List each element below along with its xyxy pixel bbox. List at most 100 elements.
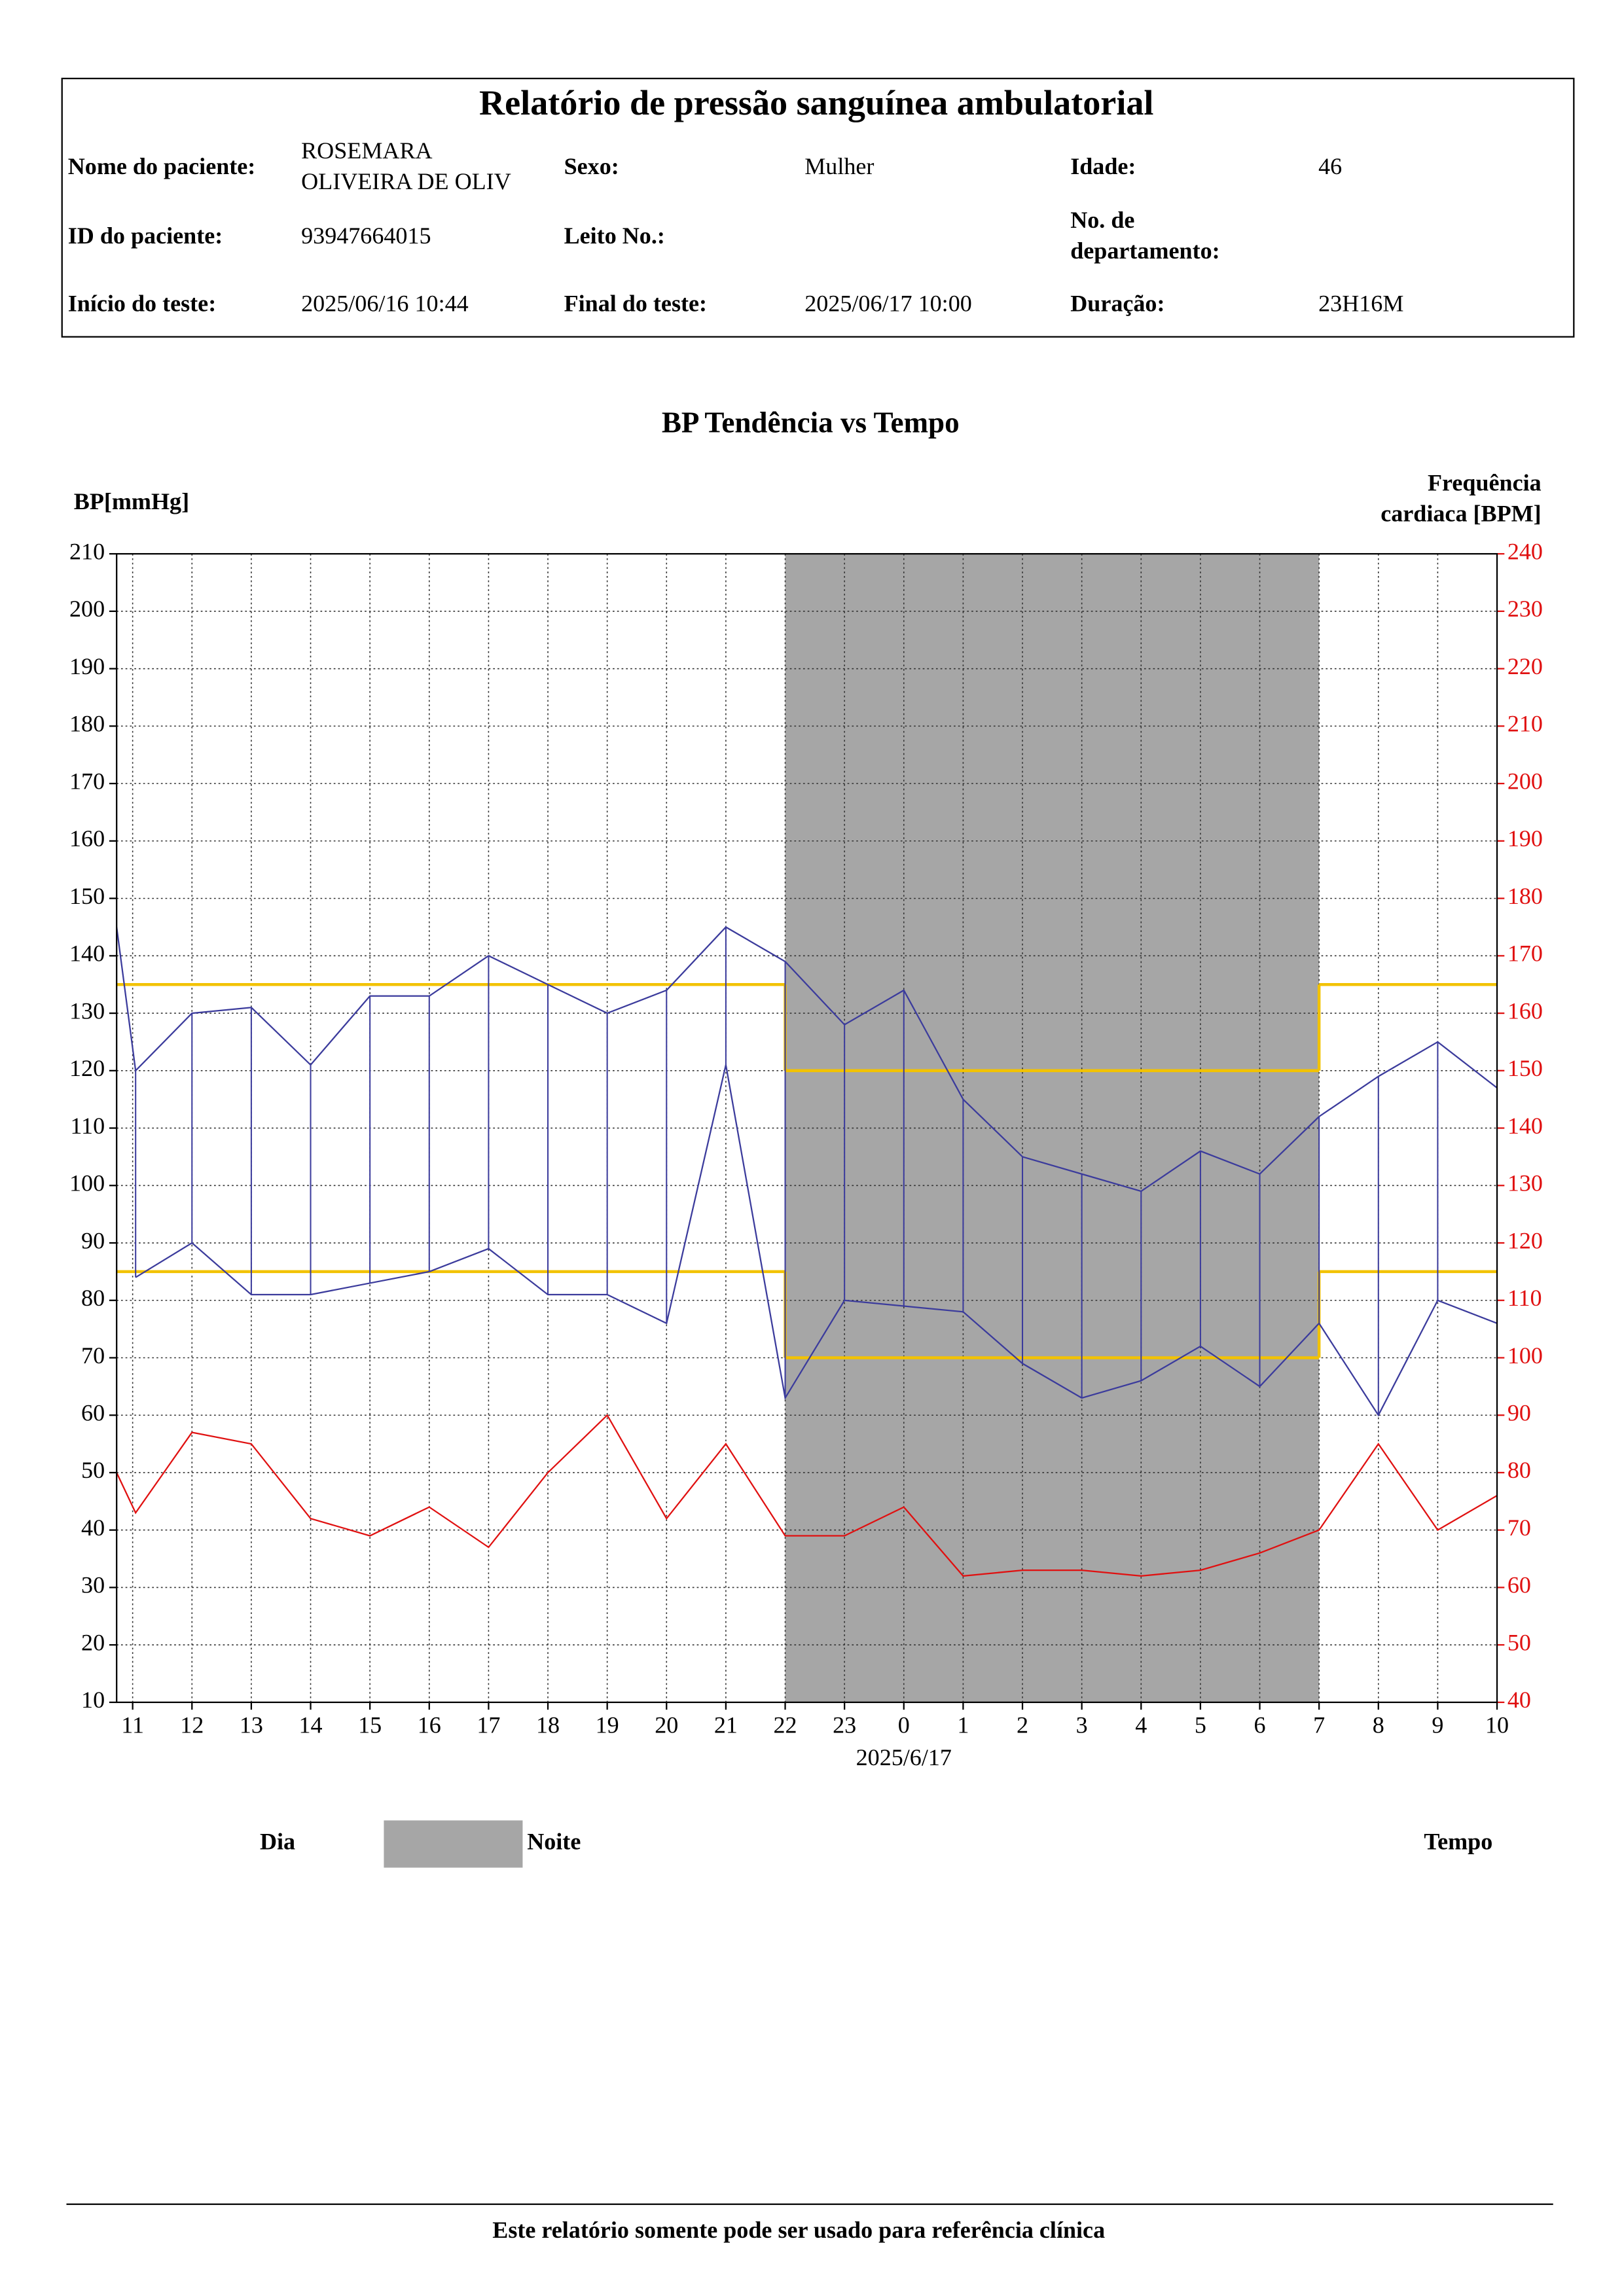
series-line [135,1064,1498,1417]
plot-frame [116,553,1498,1704]
field-label-line: departamento: [1070,238,1219,264]
y-axis-label: BP[mmHg] [74,488,189,514]
y-tick-label: 180 [69,711,105,737]
y-tick-label: 30 [81,1572,105,1598]
report-title: Relatório de pressão sanguínea ambulator… [479,83,1153,122]
series-line [116,926,1498,1193]
y-tick-label: 60 [81,1400,105,1426]
legend-night-swatch [384,1820,523,1868]
y-tick-label: 120 [69,1055,105,1081]
y2-tick-label: 170 [1507,941,1543,967]
field-value-line: OLIVEIRA DE OLIV [301,168,511,194]
x-tick-label: 1 [957,1712,969,1738]
x-tick-label: 14 [298,1712,322,1738]
y-tick-label: 130 [69,997,105,1024]
field-label: Leito No.: [564,223,665,249]
field-label: Final do teste: [564,291,707,317]
field-label-line: No. de [1070,207,1134,233]
x-tick-label: 6 [1254,1712,1266,1738]
x-tick-label: 19 [596,1712,619,1738]
x-tick-label: 9 [1432,1712,1443,1738]
y-tick-label: 200 [69,596,105,622]
field-value: 23H16M [1318,291,1403,317]
series-line [116,1414,1498,1577]
x-tick-label: 23 [833,1712,856,1738]
y-tick-label: 80 [81,1285,105,1311]
y2-tick-label: 50 [1507,1629,1531,1655]
field-value: 93947664015 [301,223,431,249]
x-tick-label: 15 [358,1712,382,1738]
x-axis-label: Tempo [1424,1829,1492,1855]
y2-tick-label: 150 [1507,1055,1543,1081]
y-tick-label: 10 [81,1687,105,1713]
y2-tick-label: 70 [1507,1515,1531,1541]
y-tick-label: 90 [81,1227,105,1253]
field-label: Sexo: [564,153,619,179]
chart-title: BP Tendência vs Tempo [662,406,960,439]
y-tick-label: 110 [70,1113,105,1139]
field-value: 2025/06/17 10:00 [804,291,972,317]
header-box [61,77,1575,338]
field-value: 46 [1318,153,1342,179]
x-tick-label: 10 [1485,1712,1509,1738]
y-tick-label: 190 [69,653,105,679]
x-tick-label: 12 [180,1712,204,1738]
y-tick-label: 100 [69,1170,105,1196]
y2-tick-label: 110 [1507,1285,1542,1311]
x-tick-label: 16 [418,1712,441,1738]
y-tick-label: 150 [69,883,105,909]
y-tick-label: 170 [69,768,105,794]
footer: Este relatório somente pode ser usado pa… [492,2217,1105,2243]
date-label: 2025/6/17 [856,1744,952,1770]
x-tick-label: 4 [1135,1712,1147,1738]
field-value-line: ROSEMARA [301,137,432,164]
y-tick-label: 160 [69,825,105,852]
field-value: 2025/06/16 10:44 [301,291,469,317]
field-value: Mulher [804,153,874,179]
y2-tick-label: 100 [1507,1342,1543,1369]
x-tick-label: 22 [773,1712,797,1738]
y2-tick-label: 210 [1507,711,1543,737]
legend-night: Noite [527,1829,581,1855]
y2-tick-label: 140 [1507,1113,1543,1139]
y2-axis-label: Frequência cardiaca [BPM] [1380,470,1541,527]
x-tick-label: 11 [121,1712,144,1738]
y2-tick-label: 240 [1507,538,1543,564]
x-tick-label: 20 [655,1712,678,1738]
x-tick-label: 8 [1373,1712,1384,1738]
x-tick-label: 17 [477,1712,500,1738]
field-label: Início do teste: [68,291,216,317]
x-tick-label: 18 [536,1712,560,1738]
y2-axis-label-line: Frequência [1428,470,1542,496]
x-tick-label: 21 [714,1712,738,1738]
field-label: No. de departamento: [1070,207,1219,264]
y-tick-label: 20 [81,1629,105,1655]
field-label: Idade: [1070,153,1136,179]
y2-tick-label: 220 [1507,653,1543,679]
y2-tick-label: 200 [1507,768,1543,794]
legend-day: Dia [260,1829,295,1855]
field-label: ID do paciente: [68,223,223,249]
field-label: Nome do paciente: [68,153,256,179]
y2-axis-label-line: cardiaca [BPM] [1380,501,1541,527]
y2-tick-label: 40 [1507,1687,1531,1713]
y-tick-label: 210 [69,538,105,564]
x-tick-label: 5 [1195,1712,1206,1738]
x-tick-label: 7 [1313,1712,1325,1738]
y-tick-label: 50 [81,1457,105,1483]
y2-tick-label: 230 [1507,596,1543,622]
y2-tick-label: 80 [1507,1457,1531,1483]
y-tick-label: 40 [81,1515,105,1541]
field-value: ROSEMARA OLIVEIRA DE OLIV [301,137,511,194]
x-tick-label: 2 [1017,1712,1028,1738]
x-tick-label: 13 [240,1712,263,1738]
y2-tick-label: 130 [1507,1170,1543,1196]
y2-tick-label: 160 [1507,997,1543,1024]
x-tick-label: 3 [1076,1712,1088,1738]
y-tick-label: 70 [81,1342,105,1369]
y2-tick-label: 90 [1507,1400,1531,1426]
y2-tick-label: 190 [1507,825,1543,852]
field-label: Duração: [1070,291,1164,317]
